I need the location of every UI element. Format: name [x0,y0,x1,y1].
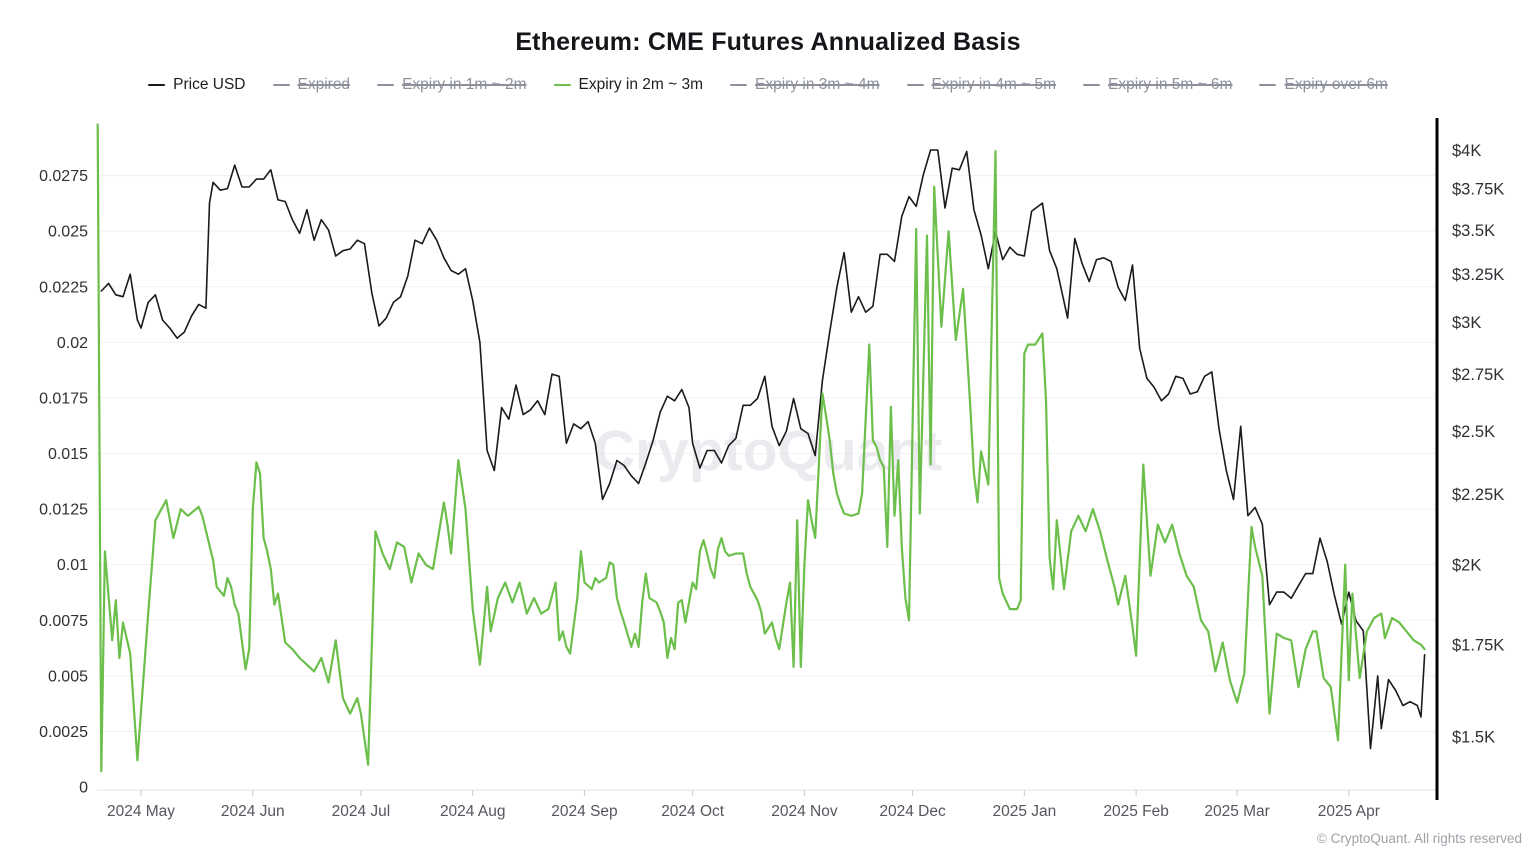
legend-item-label: Expiry in 3m ~ 4m [755,76,880,93]
legend-item-expiry-in-3m-4m[interactable]: Expiry in 3m ~ 4m [730,76,880,94]
y-axis-left-label: 0.02 [57,335,88,352]
x-axis-label: 2024 Jul [332,803,391,820]
legend-dash-icon [1259,83,1277,87]
y-axis-right-label: $2K [1452,557,1481,575]
y-axis-right-label: $3.75K [1452,181,1504,199]
x-axis-label: 2024 Aug [440,803,506,820]
legend-item-expired[interactable]: Expired [272,76,351,94]
legend-item-expiry-over-6m[interactable]: Expiry over 6m [1259,76,1388,94]
legend-item-label: Expired [297,76,351,93]
legend-item-expiry-in-4m-5m[interactable]: Expiry in 4m ~ 5m [906,76,1056,94]
legend-dash-icon [1083,83,1100,87]
basis-2m-3m-line [96,123,1426,773]
x-axis-label: 2024 Dec [879,803,946,820]
x-axis-label: 2024 May [107,803,175,820]
x-axis-label: 2024 Nov [771,803,838,820]
legend-dash-icon [148,83,166,87]
legend-dash-icon [377,83,395,87]
y-axis-right-label: $3.25K [1452,266,1504,284]
x-axis-label: 2025 Jan [992,803,1056,820]
legend: Price USD Expired Expiry in 1m ~ 2m Expiry … [0,76,1536,94]
legend-item-label: Expiry in 5m ~ 6m [1108,76,1233,93]
legend-dash-icon [272,83,290,87]
x-axis-label: 2024 Oct [661,803,725,820]
y-axis-right-label: $4K [1452,142,1481,160]
y-axis-right-label: $1.75K [1452,636,1504,654]
legend-item-expiry-in-5m-6m[interactable]: Expiry in 5m ~ 6m [1083,76,1232,94]
x-axis-label: 2024 Sep [551,803,617,820]
legend-item-label: Expiry in 1m ~ 2m [402,76,527,93]
y-axis-left-label: 0.025 [48,224,88,241]
y-axis-right-label: $1.5K [1452,729,1495,747]
y-axis-left-label: 0.0225 [39,279,88,296]
legend-item-price-usd[interactable]: Price USD [148,76,246,94]
x-axis-label: 2025 Mar [1204,803,1269,820]
legend-dash-icon [730,83,748,87]
copyright-text: © CryptoQuant. All rights reserved [1316,831,1522,846]
y-axis-left-label: 0.0075 [39,613,88,630]
legend-item-label: Expiry in 2m ~ 3m [578,76,704,93]
y-axis-right-label: $2.75K [1452,366,1504,384]
legend-item-expiry-in-2m-3m[interactable]: Expiry in 2m ~ 3m [553,76,704,94]
x-axis-label: 2025 Apr [1318,803,1380,820]
y-axis-left-label: 0.0275 [39,168,88,185]
y-axis-left-label: 0.0025 [39,724,88,741]
legend-item-label: Price USD [173,76,246,93]
y-axis-right-label: $2.25K [1452,486,1504,504]
legend-item-expiry-in-1m-2m[interactable]: Expiry in 1m ~ 2m [377,76,527,94]
x-axis-label: 2025 Feb [1103,803,1169,820]
y-axis-right-label: $2.5K [1452,423,1495,441]
y-axis-left-label: 0.01 [57,557,88,574]
legend-dash-icon [553,83,571,87]
legend-item-label: Expiry in 4m ~ 5m [931,76,1056,93]
y-axis-left-label: 0.015 [48,446,88,463]
y-axis-left-label: 0.0125 [39,502,88,519]
legend-dash-icon [906,83,924,87]
legend-item-label: Expiry over 6m [1284,76,1388,93]
y-axis-left-label: 0.0175 [39,390,88,407]
y-axis-right-label: $3K [1452,314,1481,332]
x-axis-label: 2024 Jun [221,803,285,820]
y-axis-left-label: 0 [79,780,88,797]
price-line [100,149,1426,750]
y-axis-right-label: $3.5K [1452,222,1495,240]
chart-title: Ethereum: CME Futures Annualized Basis [515,28,1021,56]
y-axis-left-label: 0.005 [48,668,88,685]
